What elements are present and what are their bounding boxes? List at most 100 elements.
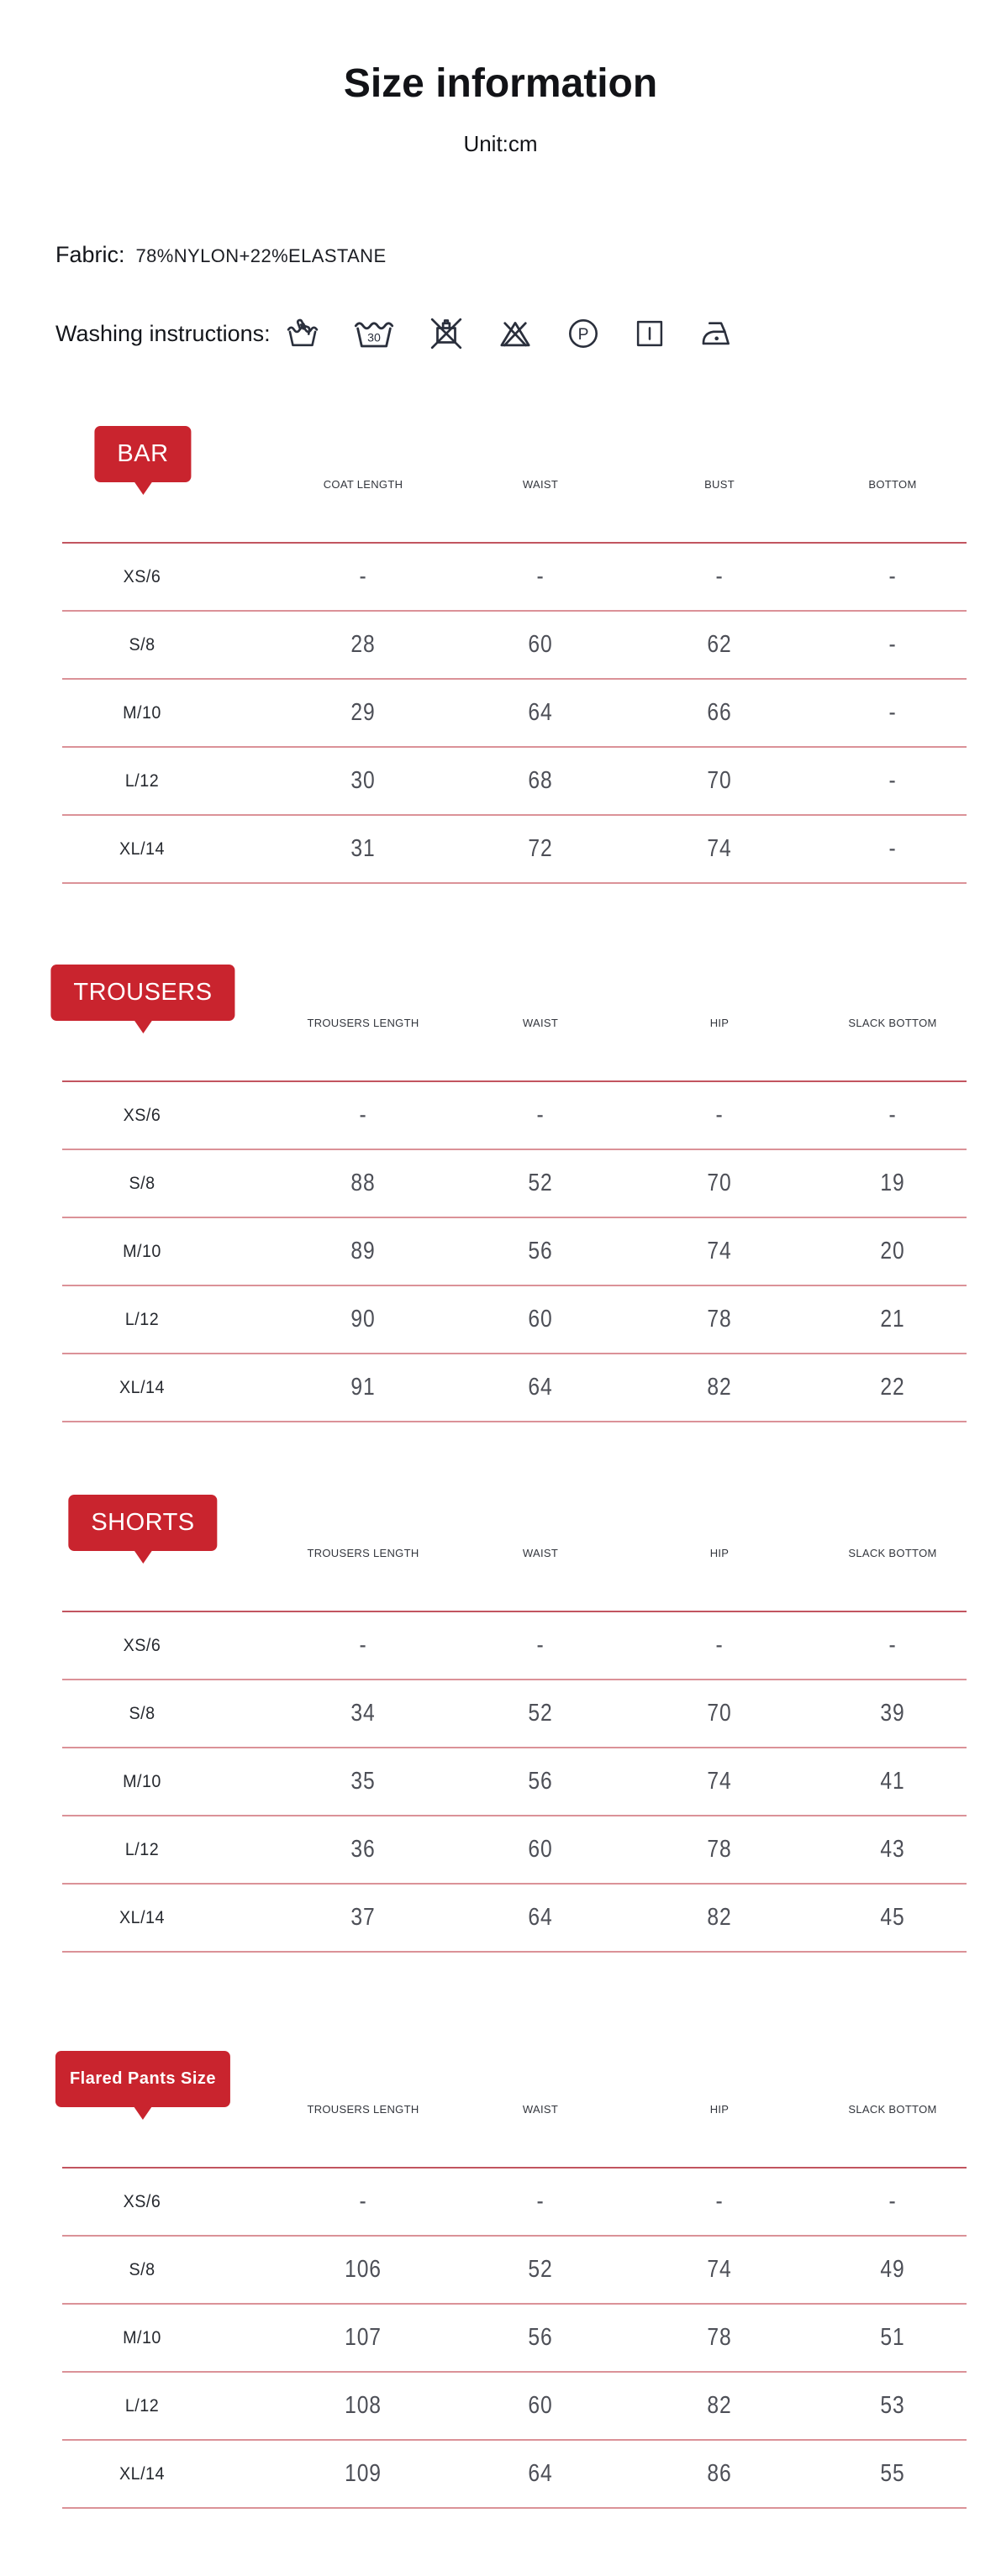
size-cell: S/8: [129, 1704, 155, 1723]
value-cell: -: [359, 563, 367, 590]
machine-wash-30-icon: 30: [353, 317, 395, 350]
value-cell: 39: [880, 1700, 905, 1727]
table-row: M/10 107 56 78 51: [62, 2305, 967, 2373]
fabric-label: Fabric:: [55, 242, 125, 267]
column-header: HIP: [709, 1017, 730, 1029]
value-cell: 108: [345, 2392, 382, 2419]
bubble-pointer-icon: [133, 1550, 152, 1564]
value-cell: 86: [707, 2460, 732, 2487]
value-cell: 45: [880, 1904, 905, 1931]
column-header: WAIST: [522, 478, 559, 491]
value-cell: -: [359, 2188, 367, 2215]
column-header: COAT LENGTH: [323, 478, 403, 491]
iron-low-heat-icon: [699, 317, 738, 350]
do-not-bleach-icon: [498, 316, 533, 351]
value-cell: 30: [350, 767, 376, 794]
value-cell: 20: [880, 1238, 905, 1264]
size-cell: S/8: [129, 2260, 155, 2279]
value-cell: 82: [707, 2392, 732, 2419]
column-header: WAIST: [522, 1547, 559, 1559]
table-row: L/12 90 60 78 21: [62, 1286, 967, 1354]
size-cell: XS/6: [123, 2192, 161, 2211]
column-header: SLACK BOTTOM: [848, 1017, 937, 1029]
value-cell: -: [715, 1632, 724, 1659]
value-cell: 109: [345, 2460, 382, 2487]
value-cell: 35: [350, 1768, 376, 1795]
value-cell: 82: [707, 1374, 732, 1401]
value-cell: 53: [880, 2392, 905, 2419]
value-cell: -: [715, 2188, 724, 2215]
column-header: TROUSERS LENGTH: [307, 2103, 419, 2116]
table-row: L/12 30 68 70 -: [62, 748, 967, 816]
value-cell: 36: [350, 1836, 376, 1863]
section-label-bubble: BAR: [94, 426, 192, 495]
section-label-bubble: Flared Pants Size: [55, 2051, 231, 2120]
size-cell: XL/14: [119, 2464, 165, 2484]
column-header: WAIST: [522, 1017, 559, 1029]
value-cell: 78: [707, 2324, 732, 2351]
size-cell: L/12: [124, 1310, 160, 1329]
value-cell: 19: [880, 1170, 905, 1196]
value-cell: 34: [350, 1700, 376, 1727]
size-cell: M/10: [123, 703, 161, 723]
section-label-bubble: SHORTS: [68, 1495, 218, 1564]
column-header: SLACK BOTTOM: [848, 2103, 937, 2116]
value-cell: -: [359, 1632, 367, 1659]
value-cell: 107: [345, 2324, 382, 2351]
value-cell: 62: [707, 631, 732, 658]
value-cell: 64: [528, 1904, 553, 1931]
washing-instructions-row: Washing instructions: 30: [55, 316, 738, 351]
table-row: XS/6 - - - -: [62, 1612, 967, 1680]
section-label: BAR: [117, 440, 169, 467]
value-cell: 106: [345, 2256, 382, 2283]
table-row: XS/6 - - - -: [62, 2169, 967, 2237]
value-cell: -: [715, 1101, 724, 1128]
value-cell: 78: [707, 1836, 732, 1863]
size-cell: S/8: [129, 635, 155, 655]
column-header: BUST: [704, 478, 735, 491]
value-cell: 52: [528, 1170, 553, 1196]
value-cell: 31: [350, 835, 376, 862]
size-section-flared-pants: Flared Pants Size TROUSERS LENGTH WAIST …: [0, 2051, 1001, 2510]
size-cell: S/8: [129, 1174, 155, 1193]
table-row: S/8 106 52 74 49: [62, 2237, 967, 2305]
fabric-value: 78%NYLON+22%ELASTANE: [135, 245, 387, 266]
size-cell: M/10: [123, 1242, 161, 1261]
table-row: XS/6 - - - -: [62, 1082, 967, 1150]
value-cell: 89: [350, 1238, 376, 1264]
size-table: XS/6 - - - - S/8 28 60 62 - M/10 29 64 6…: [62, 542, 967, 884]
size-cell: XS/6: [123, 567, 161, 586]
value-cell: 60: [528, 1306, 553, 1333]
column-header: TROUSERS LENGTH: [307, 1547, 419, 1559]
value-cell: -: [536, 563, 545, 590]
size-cell: XL/14: [119, 1908, 165, 1927]
table-row: S/8 28 60 62 -: [62, 612, 967, 680]
column-headers: TROUSERS LENGTH WAIST HIP SLACK BOTTOM: [0, 1543, 1001, 1564]
value-cell: 21: [880, 1306, 905, 1333]
size-cell: L/12: [124, 2396, 160, 2416]
value-cell: -: [888, 631, 897, 658]
dry-clean-letter: P: [577, 326, 588, 344]
unit-label: Unit:cm: [463, 131, 538, 156]
table-row: S/8 34 52 70 39: [62, 1680, 967, 1748]
value-cell: -: [888, 835, 897, 862]
dry-clean-p-icon: P: [566, 317, 600, 350]
value-cell: 82: [707, 1904, 732, 1931]
value-cell: -: [888, 767, 897, 794]
drip-dry-icon: [634, 318, 666, 350]
table-row: L/12 36 60 78 43: [62, 1816, 967, 1885]
value-cell: 52: [528, 2256, 553, 2283]
value-cell: 55: [880, 2460, 905, 2487]
value-cell: 56: [528, 1768, 553, 1795]
value-cell: -: [715, 563, 724, 590]
value-cell: 60: [528, 1836, 553, 1863]
value-cell: 74: [707, 835, 732, 862]
table-row: XL/14 91 64 82 22: [62, 1354, 967, 1422]
do-not-wring-icon: [429, 316, 464, 351]
value-cell: 68: [528, 767, 553, 794]
value-cell: -: [536, 2188, 545, 2215]
value-cell: 74: [707, 2256, 732, 2283]
wash-temp-label: 30: [367, 331, 381, 344]
value-cell: 64: [528, 699, 553, 726]
value-cell: 43: [880, 1836, 905, 1863]
